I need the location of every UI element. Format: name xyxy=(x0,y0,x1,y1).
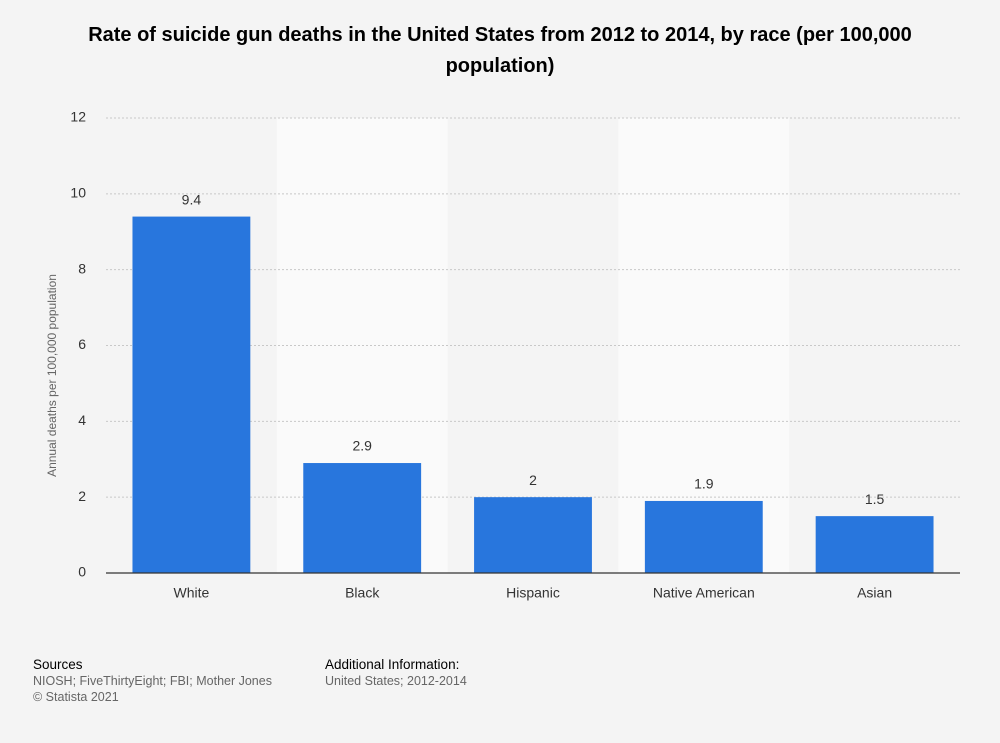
bar xyxy=(303,463,422,573)
copyright: © Statista 2021 xyxy=(33,690,119,704)
x-tick-label: Black xyxy=(345,585,380,601)
info-block: Additional Information: United States; 2… xyxy=(325,657,467,689)
bar xyxy=(815,516,934,573)
sources-heading: Sources xyxy=(33,657,83,672)
y-axis-label: Annual deaths per 100,000 population xyxy=(45,274,59,477)
info-heading: Additional Information: xyxy=(325,657,460,672)
y-tick-label: 0 xyxy=(78,564,86,580)
chart-title: Rate of suicide gun deaths in the United… xyxy=(88,24,912,77)
value-label: 9.4 xyxy=(182,191,202,207)
value-label: 2.9 xyxy=(352,438,372,454)
y-tick-label: 6 xyxy=(78,336,86,352)
y-tick-label: 10 xyxy=(70,185,86,201)
sources-block: Sources NIOSH; FiveThirtyEight; FBI; Mot… xyxy=(33,657,272,705)
y-tick-label: 4 xyxy=(78,412,86,428)
info: United States; 2012-2014 xyxy=(325,674,467,688)
bar xyxy=(644,500,763,573)
bar xyxy=(132,216,251,574)
value-label: 2 xyxy=(529,472,537,488)
x-tick-label: Hispanic xyxy=(506,585,560,601)
y-tick-label: 8 xyxy=(78,260,86,276)
sources: NIOSH; FiveThirtyEight; FBI; Mother Jone… xyxy=(33,674,272,688)
y-tick-label: 12 xyxy=(70,109,86,125)
y-tick-label: 2 xyxy=(78,488,86,504)
x-tick-label: White xyxy=(174,585,210,601)
x-tick-label: Asian xyxy=(857,585,892,601)
bar xyxy=(474,497,592,573)
value-label: 1.9 xyxy=(694,476,714,492)
value-label: 1.5 xyxy=(865,491,885,507)
x-tick-label: Native American xyxy=(653,585,755,601)
